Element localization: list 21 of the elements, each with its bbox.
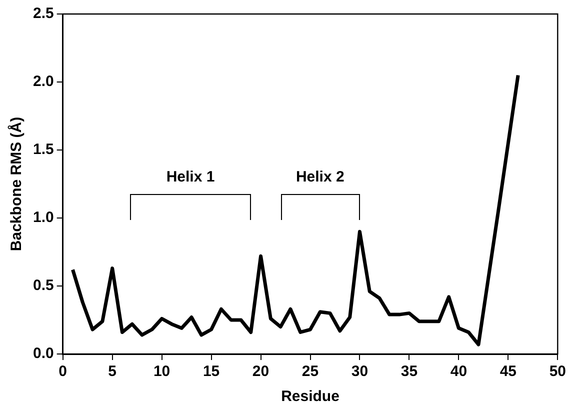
y-tick-label: 2.5 <box>32 5 54 22</box>
x-tick-label: 50 <box>549 363 566 380</box>
y-axis-title: Backbone RMS (Å) <box>7 116 26 252</box>
x-tick-label: 40 <box>450 363 468 380</box>
x-tick-label: 15 <box>202 363 220 380</box>
y-tick-label: 2.0 <box>32 73 54 90</box>
y-tick-label: 0.5 <box>32 277 54 294</box>
x-tick-label: 35 <box>400 363 418 380</box>
x-tick-label: 30 <box>351 363 368 380</box>
y-tick-label: 1.0 <box>32 209 54 226</box>
y-tick-label: 1.5 <box>32 141 54 158</box>
x-tick-label: 0 <box>58 363 68 380</box>
x-tick-label: 45 <box>500 363 517 380</box>
annotation: Helix 1 <box>166 168 215 186</box>
annotation: Helix 2 <box>296 168 344 186</box>
x-tick-label: 5 <box>108 363 117 380</box>
x-tick-label: 25 <box>302 363 319 380</box>
x-axis-title: Residue <box>281 388 340 406</box>
x-tick-label: 10 <box>153 363 170 380</box>
x-tick-label: 20 <box>252 363 270 380</box>
y-tick-label: 0.0 <box>32 345 54 362</box>
